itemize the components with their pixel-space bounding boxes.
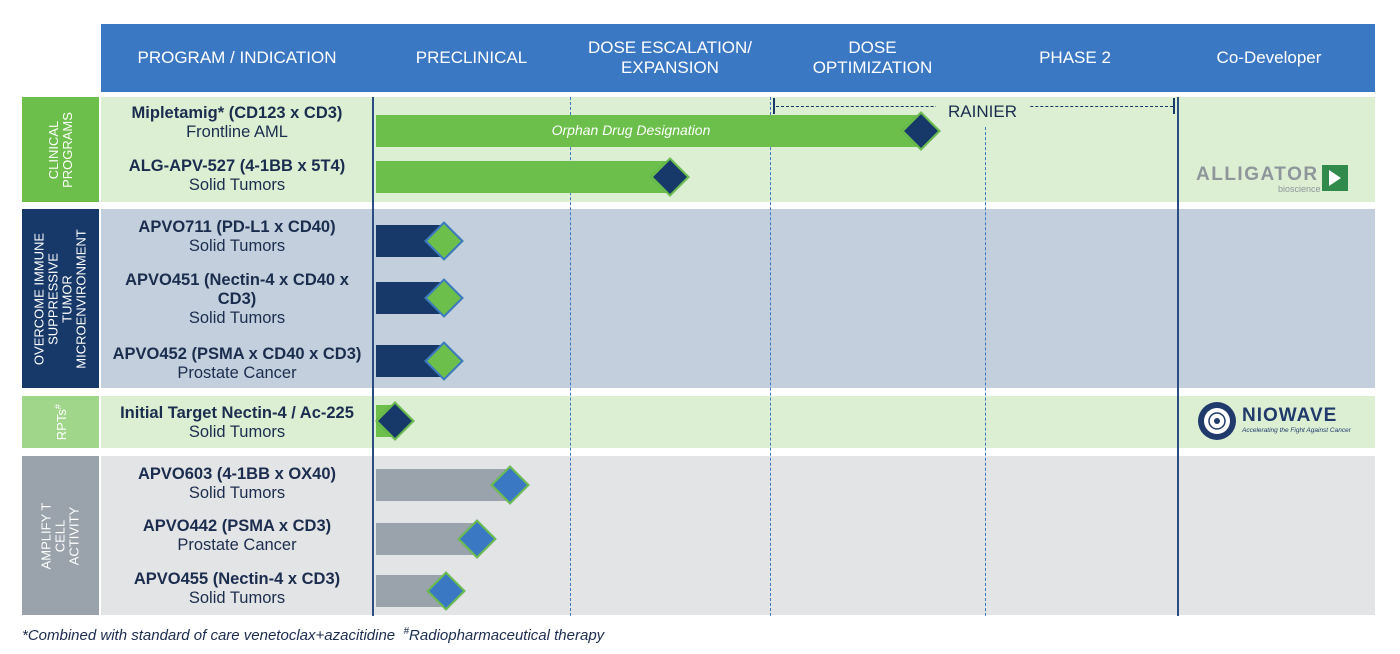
rainier-label: RAINIER [936,97,1029,127]
program-label: APVO603 (4-1BB x OX40) Solid Tumors [137,465,337,502]
program-label: APVO451 (Nectin-4 x CD40 x CD3) Solid Tum… [125,271,349,327]
group-label-clinical: CLINICAL PROGRAMS [22,97,99,202]
group-label-rpts: RPTs# [22,396,99,448]
alligator-arrow-icon [1322,165,1348,191]
program-label: APVO442 (PSMA x CD3) Prostate Cancer [142,517,332,554]
band-rpts [101,396,1375,448]
footnote: *Combined with standard of care venetocl… [22,626,605,644]
band-amplify [101,456,1375,615]
program-label: APVO455 (Nectin-4 x CD3) Solid Tumors [133,570,341,607]
divider-phase2 [985,97,986,616]
progress-bar [376,115,921,147]
program-label: Initial Target Nectin-4 / Ac-225 Solid Tu… [120,404,354,441]
program-label: APVO452 (PSMA x CD40 x CD3) Prostate Canc… [112,345,362,382]
header-dose-optimization: DOSE OPTIMIZATION [812,38,933,77]
group-label-tumor: OVERCOME IMMUNE SUPPRESSIVE TUMOR MICROE… [22,209,99,388]
rainier-bracket-right [1173,98,1175,114]
header-preclinical: PRECLINICAL [415,48,528,67]
header-bar [101,24,1375,92]
divider-dose-escalation [570,97,571,616]
niowave-globe-icon [1198,402,1236,440]
progress-bar [376,161,670,193]
header-phase2: PHASE 2 [1039,48,1111,67]
header-program: PROGRAM / INDICATION [137,48,337,67]
rainier-bracket-left [773,98,775,114]
alligator-logo: ALLIGATOR bioscience [1196,162,1356,194]
divider-dose-optimization [770,97,771,616]
niowave-logo: NIOWAVE Accelerating the Fight Against C… [1196,400,1358,442]
band-tumor-microenvironment [101,209,1375,388]
orphan-drug-label: Orphan Drug Designation [551,122,711,138]
header-dose-escalation: DOSE ESCALATION/ EXPANSION [587,38,753,77]
divider-preclinical-start [372,97,374,616]
divider-codeveloper [1177,97,1179,616]
band-clinical [101,97,1375,202]
program-label: Mipletamig* (CD123 x CD3) Frontline AML [131,104,343,141]
program-label: APVO711 (PD-L1 x CD40) Solid Tumors [138,218,336,255]
group-label-amplify: AMPLIFY T CELL ACTIVITY [22,456,99,615]
header-codeveloper: Co-Developer [1216,48,1322,67]
progress-bar [376,469,510,501]
program-label: ALG-APV-527 (4-1BB x 5T4) Solid Tumors [128,157,346,194]
